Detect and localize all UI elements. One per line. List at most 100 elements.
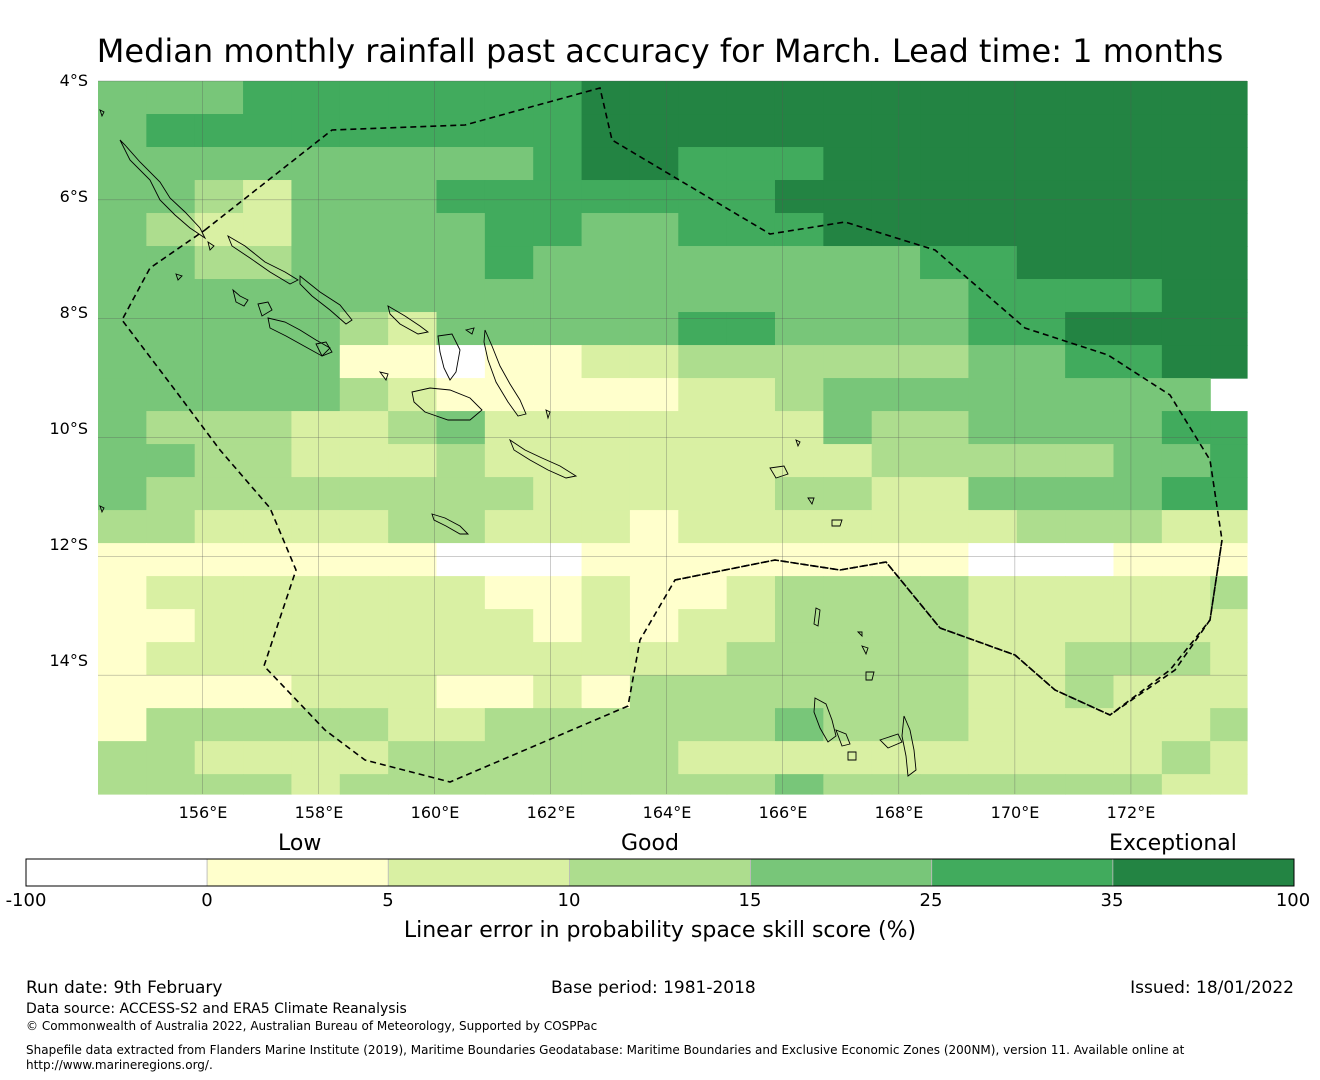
- skill-cell: [823, 477, 873, 511]
- skill-cell: [291, 609, 341, 643]
- skill-cell: [1016, 180, 1066, 214]
- skill-cell: [774, 642, 824, 676]
- skill-cell: [1065, 642, 1115, 676]
- skill-cell: [968, 708, 1018, 742]
- skill-cell: [968, 114, 1018, 148]
- skill-cell: [388, 609, 438, 643]
- skill-cell: [533, 510, 583, 544]
- skill-cell: [629, 345, 679, 379]
- skill-cell: [388, 576, 438, 610]
- lat-label: 14°S: [49, 651, 88, 670]
- skill-cell: [678, 741, 728, 775]
- skill-cell: [629, 708, 679, 742]
- skill-cell: [1161, 312, 1211, 346]
- skill-cell: [388, 81, 438, 115]
- skill-cell: [774, 576, 824, 610]
- skill-cell: [484, 708, 534, 742]
- skill-cell: [968, 444, 1018, 478]
- skill-cell: [146, 378, 196, 412]
- skill-cell: [339, 411, 389, 445]
- skill-cell: [436, 576, 486, 610]
- skill-cell: [726, 774, 776, 795]
- skill-cell: [581, 411, 631, 445]
- skill-cell: [388, 312, 438, 346]
- skill-cell: [533, 477, 583, 511]
- skill-cell: [1065, 477, 1115, 511]
- skill-cell: [243, 411, 293, 445]
- skill-cell: [774, 114, 824, 148]
- colorbar-swatch: [387, 858, 570, 887]
- skill-cell: [1065, 180, 1115, 214]
- skill-cell: [1065, 312, 1115, 346]
- skill-cell: [146, 180, 196, 214]
- skill-cell: [1161, 411, 1211, 445]
- skill-cell: [678, 444, 728, 478]
- skill-cell: [1016, 741, 1066, 775]
- skill-cell: [1113, 510, 1163, 544]
- skill-cell: [1113, 114, 1163, 148]
- lat-label: 8°S: [59, 303, 88, 322]
- skill-cell: [1161, 279, 1211, 313]
- skill-cell: [629, 444, 679, 478]
- skill-cell: [436, 345, 486, 379]
- skill-cell: [581, 378, 631, 412]
- skill-cell: [1016, 312, 1066, 346]
- skill-cell: [484, 312, 534, 346]
- coastlines: [99, 109, 917, 777]
- skill-cell: [484, 510, 534, 544]
- skill-cell: [1065, 345, 1115, 379]
- skill-cell: [1161, 147, 1211, 181]
- skill-cell: [823, 147, 873, 181]
- skill-cell: [388, 708, 438, 742]
- skill-cell: [823, 510, 873, 544]
- skill-cell: [339, 708, 389, 742]
- skill-cell: [146, 477, 196, 511]
- skill-cell: [1210, 510, 1248, 544]
- skill-cell: [1210, 345, 1248, 379]
- skill-cell: [629, 477, 679, 511]
- skill-cell: [291, 378, 341, 412]
- skill-cell: [1113, 774, 1163, 795]
- skill-cell: [146, 147, 196, 181]
- skill-cell: [339, 609, 389, 643]
- colorbar-swatch: [931, 858, 1114, 887]
- skill-cell: [1113, 378, 1163, 412]
- skill-cell: [774, 279, 824, 313]
- legend-category-low: Low: [278, 831, 322, 856]
- skill-cell: [920, 246, 970, 280]
- shapefile-url[interactable]: http://www.marineregions.org/.: [26, 1058, 213, 1072]
- skill-cell: [243, 345, 293, 379]
- skill-cell: [98, 180, 147, 214]
- lat-label: 6°S: [59, 187, 88, 206]
- skill-cell: [1161, 609, 1211, 643]
- skill-cell: [291, 246, 341, 280]
- skill-cell: [581, 609, 631, 643]
- skill-cell: [339, 312, 389, 346]
- skill-cell: [968, 510, 1018, 544]
- skill-cell: [194, 81, 244, 115]
- skill-cell: [146, 279, 196, 313]
- skill-cell: [1113, 411, 1163, 445]
- skill-cell: [194, 114, 244, 148]
- skill-cell: [1161, 444, 1211, 478]
- skill-cell: [1016, 543, 1066, 577]
- skill-cell: [1065, 147, 1115, 181]
- skill-cell: [823, 774, 873, 795]
- lon-label: 162°E: [526, 803, 576, 822]
- skill-cell: [871, 213, 921, 247]
- skill-cell: [1210, 312, 1248, 346]
- skill-cell: [484, 774, 534, 795]
- skill-cell: [726, 345, 776, 379]
- skill-cell: [98, 774, 147, 795]
- skill-cell: [484, 81, 534, 115]
- skill-cell: [774, 774, 824, 795]
- run-date: Run date: 9th February: [26, 978, 223, 998]
- skill-cell: [920, 543, 970, 577]
- skill-cell: [1113, 81, 1163, 115]
- skill-cell: [629, 213, 679, 247]
- skill-cell: [920, 477, 970, 511]
- skill-cell: [968, 213, 1018, 247]
- colorbar-swatch: [25, 858, 208, 887]
- skill-cell: [243, 543, 293, 577]
- skill-cell: [98, 543, 147, 577]
